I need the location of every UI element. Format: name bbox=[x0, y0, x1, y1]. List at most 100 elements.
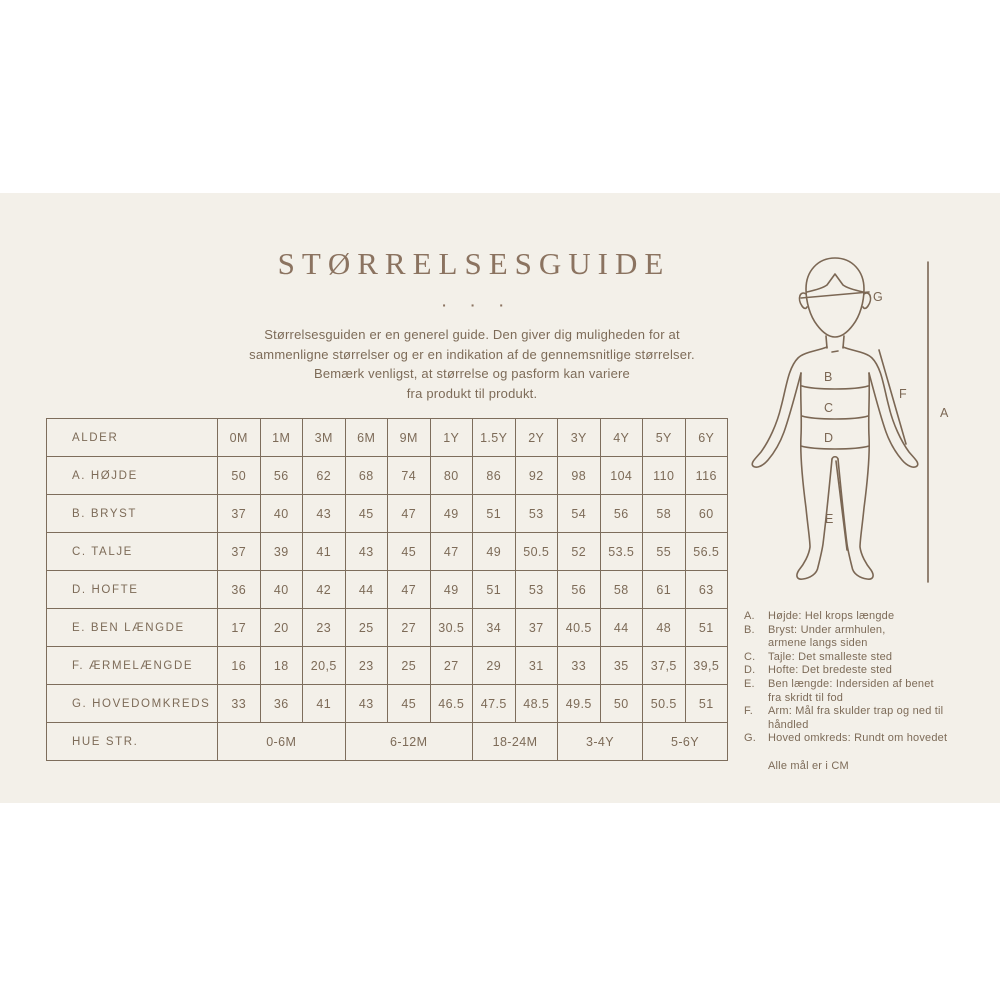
legend-letter: C. bbox=[744, 650, 756, 663]
cell: 51 bbox=[472, 570, 516, 609]
figure-neck-right bbox=[842, 335, 845, 349]
legend-text: Arm: Mål fra skulder trap og ned til hån… bbox=[768, 705, 944, 731]
cell: 50 bbox=[217, 456, 261, 495]
cell: 47 bbox=[429, 532, 473, 571]
cell: 49 bbox=[472, 532, 516, 571]
cell: 45 bbox=[387, 532, 431, 571]
cell: 27 bbox=[387, 608, 431, 647]
hue-span: 3-4Y bbox=[557, 722, 643, 761]
legend-item: E. Ben længde: Indersiden af benet fra s… bbox=[744, 678, 989, 705]
table-row-bryst: B. BRYST 37 40 43 45 47 49 51 53 54 56 5… bbox=[46, 494, 728, 533]
cell: 56 bbox=[599, 494, 643, 533]
figure-head bbox=[805, 257, 865, 338]
size-col-header: 9M bbox=[387, 418, 431, 457]
cell: 29 bbox=[472, 646, 516, 685]
cell: 51 bbox=[684, 684, 728, 723]
units-note: Alle mål er i CM bbox=[768, 759, 849, 772]
cell: 50.5 bbox=[514, 532, 558, 571]
figure-label-d: D bbox=[824, 431, 834, 445]
legend-letter: A. bbox=[744, 610, 755, 622]
cell: 37 bbox=[217, 494, 261, 533]
legend-letter: F. bbox=[744, 705, 753, 718]
legend-letter: G. bbox=[744, 732, 757, 745]
figure-label-e: E bbox=[825, 512, 834, 526]
child-figure-illustration: G B C D E F A bbox=[751, 257, 949, 583]
cell: 25 bbox=[344, 608, 388, 647]
cell: 104 bbox=[599, 456, 643, 495]
figure-leg-left bbox=[796, 372, 833, 580]
measure-line-e bbox=[835, 460, 848, 551]
legend-letter: D. bbox=[744, 664, 756, 677]
cell: 53 bbox=[514, 570, 558, 609]
cell: 51 bbox=[684, 608, 728, 647]
figure-crotch bbox=[831, 455, 839, 460]
header-label: ALDER bbox=[46, 418, 218, 457]
figure-ear-right bbox=[862, 292, 872, 310]
cell: 74 bbox=[387, 456, 431, 495]
cell: 54 bbox=[557, 494, 601, 533]
legend-item: A. Højde: Hel krops længde bbox=[744, 610, 989, 624]
page-title: STØRRELSESGUIDE bbox=[277, 246, 671, 281]
cell: 37 bbox=[217, 532, 261, 571]
legend-text: Hofte: Det bredeste sted bbox=[768, 664, 893, 677]
cell: 49 bbox=[429, 494, 473, 533]
legend-item: D. Hofte: Det bredeste sted bbox=[744, 664, 989, 678]
cell: 48 bbox=[642, 608, 686, 647]
cell: 17 bbox=[217, 608, 261, 647]
legend-letter: B. bbox=[744, 623, 755, 636]
size-col-header: 0M bbox=[217, 418, 261, 457]
table-row-talje: C. TALJE 37 39 41 43 45 47 49 50.5 52 53… bbox=[46, 532, 728, 571]
row-label: C. TALJE bbox=[46, 532, 218, 571]
legend-text: Højde: Hel krops længde bbox=[768, 610, 895, 622]
cell: 50 bbox=[599, 684, 643, 723]
figure-label-g: G bbox=[873, 290, 884, 304]
cell: 58 bbox=[642, 494, 686, 533]
cell: 30.5 bbox=[429, 608, 473, 647]
cell: 20,5 bbox=[302, 646, 346, 685]
cell: 61 bbox=[642, 570, 686, 609]
size-col-header: 1.5Y bbox=[472, 418, 516, 457]
cell: 33 bbox=[217, 684, 261, 723]
size-col-header: 4Y bbox=[599, 418, 643, 457]
size-col-header: 6Y bbox=[684, 418, 728, 457]
size-col-header: 2Y bbox=[514, 418, 558, 457]
cell: 23 bbox=[344, 646, 388, 685]
cell: 80 bbox=[429, 456, 473, 495]
title-divider-dots: · · · bbox=[442, 297, 514, 313]
measure-line-d bbox=[800, 445, 870, 450]
cell: 31 bbox=[514, 646, 558, 685]
hue-span: 18-24M bbox=[472, 722, 558, 761]
cell: 20 bbox=[259, 608, 303, 647]
legend-item: C. Tajle: Det smalleste sted bbox=[744, 651, 989, 665]
cell: 39,5 bbox=[684, 646, 728, 685]
intro-line: Bemærk venligst, at størrelse og pasform… bbox=[313, 366, 630, 381]
cell: 60 bbox=[684, 494, 728, 533]
cell: 62 bbox=[302, 456, 346, 495]
table-row-hovedomkreds: G. HOVEDOMKREDS 33 36 41 43 45 46.5 47.5… bbox=[46, 684, 728, 723]
figure-leg-right bbox=[837, 372, 874, 580]
row-label: E. BEN LÆNGDE bbox=[46, 608, 218, 647]
cell: 18 bbox=[259, 646, 303, 685]
cell: 68 bbox=[344, 456, 388, 495]
cell: 56 bbox=[557, 570, 601, 609]
cell: 51 bbox=[472, 494, 516, 533]
figure-label-a: A bbox=[940, 406, 949, 420]
figure-neck-left bbox=[825, 335, 828, 349]
size-col-header: 1M bbox=[259, 418, 303, 457]
table-row-hojde: A. HØJDE 50 56 62 68 74 80 86 92 98 104 … bbox=[46, 456, 728, 495]
measurement-legend: A. Højde: Hel krops længde B. Bryst: Und… bbox=[744, 610, 989, 774]
cell: 49.5 bbox=[557, 684, 601, 723]
cell: 63 bbox=[684, 570, 728, 609]
table-header-row: ALDER 0M 1M 3M 6M 9M 1Y 1.5Y 2Y 3Y 4Y 5Y… bbox=[46, 418, 728, 457]
cell: 86 bbox=[472, 456, 516, 495]
legend-item: G. Hoved omkreds: Rundt om hovedet bbox=[744, 732, 989, 746]
legend-item: F. Arm: Mål fra skulder trap og ned til … bbox=[744, 705, 989, 732]
cell: 44 bbox=[599, 608, 643, 647]
table-row-huestr: HUE STR. 0-6M 6-12M 18-24M 3-4Y 5-6Y bbox=[46, 722, 728, 761]
cell: 47 bbox=[387, 494, 431, 533]
cell: 43 bbox=[344, 532, 388, 571]
cell: 41 bbox=[302, 532, 346, 571]
cell: 41 bbox=[302, 684, 346, 723]
figure-arm-right bbox=[842, 346, 919, 468]
size-table: ALDER 0M 1M 3M 6M 9M 1Y 1.5Y 2Y 3Y 4Y 5Y… bbox=[46, 418, 728, 761]
